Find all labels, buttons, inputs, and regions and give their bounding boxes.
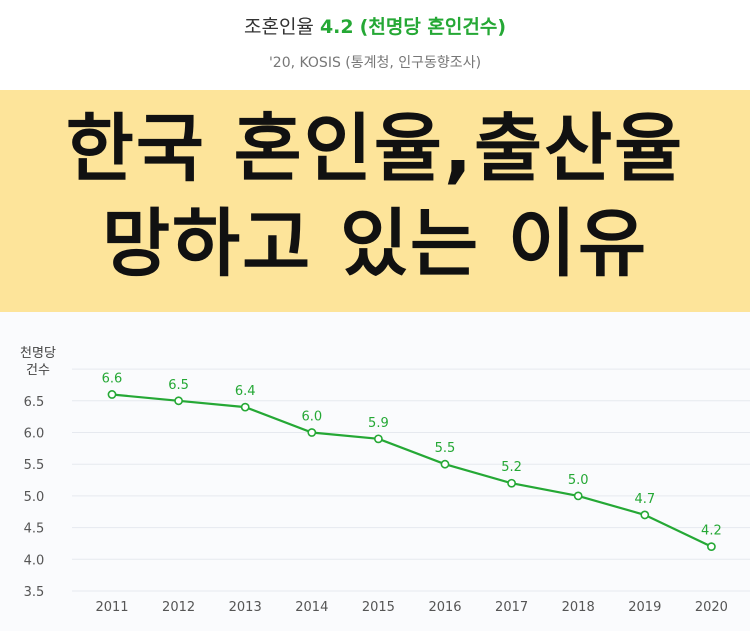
x-tick-label: 2015 — [362, 600, 395, 615]
headline-line-2: 망하고 있는 이유 — [101, 201, 649, 287]
headline-banner: 한국 혼인율,출산율 망하고 있는 이유 — [0, 90, 750, 312]
x-tick-label: 2014 — [295, 600, 328, 615]
y-axis-unit-label: 천명당 — [20, 346, 56, 361]
title-value: 4.2 — [319, 16, 354, 38]
data-point — [507, 478, 516, 488]
data-label: 6.6 — [102, 371, 123, 386]
data-label: 5.2 — [501, 460, 522, 475]
data-label: 4.2 — [701, 524, 722, 539]
y-tick-label: 3.5 — [24, 585, 45, 600]
x-tick-label: 2013 — [229, 600, 262, 615]
data-point — [373, 434, 383, 444]
y-tick-label: 4.5 — [24, 522, 45, 537]
data-point — [307, 428, 317, 437]
data-label: 5.9 — [368, 416, 389, 431]
title-unit: (천명당 혼인건수) — [359, 16, 507, 38]
chart-header: 조혼인율 4.2 (천명당 혼인건수) '20, KOSIS (통계청, 인구동… — [0, 0, 750, 90]
data-label: 6.5 — [168, 378, 189, 393]
x-tick-label: 2020 — [695, 600, 728, 615]
x-tick-label: 2019 — [628, 600, 661, 615]
y-tick-label: 6.5 — [24, 395, 45, 410]
data-label: 4.7 — [634, 492, 655, 507]
x-tick-label: 2011 — [95, 600, 128, 615]
x-tick-label: 2016 — [428, 600, 461, 615]
y-tick-label: 5.5 — [24, 458, 45, 473]
chart-source: '20, KOSIS (통계청, 인구동향조사) — [268, 55, 482, 71]
y-tick-label: 6.0 — [24, 427, 45, 442]
title-prefix: 조혼인율 — [243, 16, 314, 38]
x-tick-label: 2012 — [162, 600, 195, 615]
data-point — [440, 459, 450, 469]
x-tick-label: 2018 — [562, 600, 595, 615]
series-line — [111, 393, 712, 548]
y-axis-unit-label: 건수 — [26, 363, 50, 378]
data-point — [240, 402, 250, 412]
line-chart: 3.5 4.0 4.5 5.0 5.5 6.0 6.5 2011 2012 2013 2014 20… — [20, 346, 750, 615]
headline-line-1: 한국 혼인율,출산율 — [65, 106, 685, 192]
data-point — [640, 510, 650, 520]
line-chart-area: 3.5 4.0 4.5 5.0 5.5 6.0 6.5 2011 2012 2013 2014 20… — [0, 312, 750, 631]
x-tick-label: 2017 — [495, 600, 528, 615]
y-tick-label: 4.0 — [24, 553, 45, 568]
data-label: 5.0 — [568, 473, 589, 488]
data-point — [174, 396, 183, 406]
y-tick-label: 5.0 — [24, 490, 45, 505]
data-label: 6.0 — [301, 410, 322, 425]
data-label: 5.5 — [435, 441, 456, 456]
data-point — [573, 491, 583, 501]
data-point — [707, 542, 716, 552]
data-point — [107, 390, 117, 399]
data-label: 6.4 — [235, 384, 256, 399]
chart-title: 조혼인율 4.2 (천명당 혼인건수) — [0, 12, 750, 39]
